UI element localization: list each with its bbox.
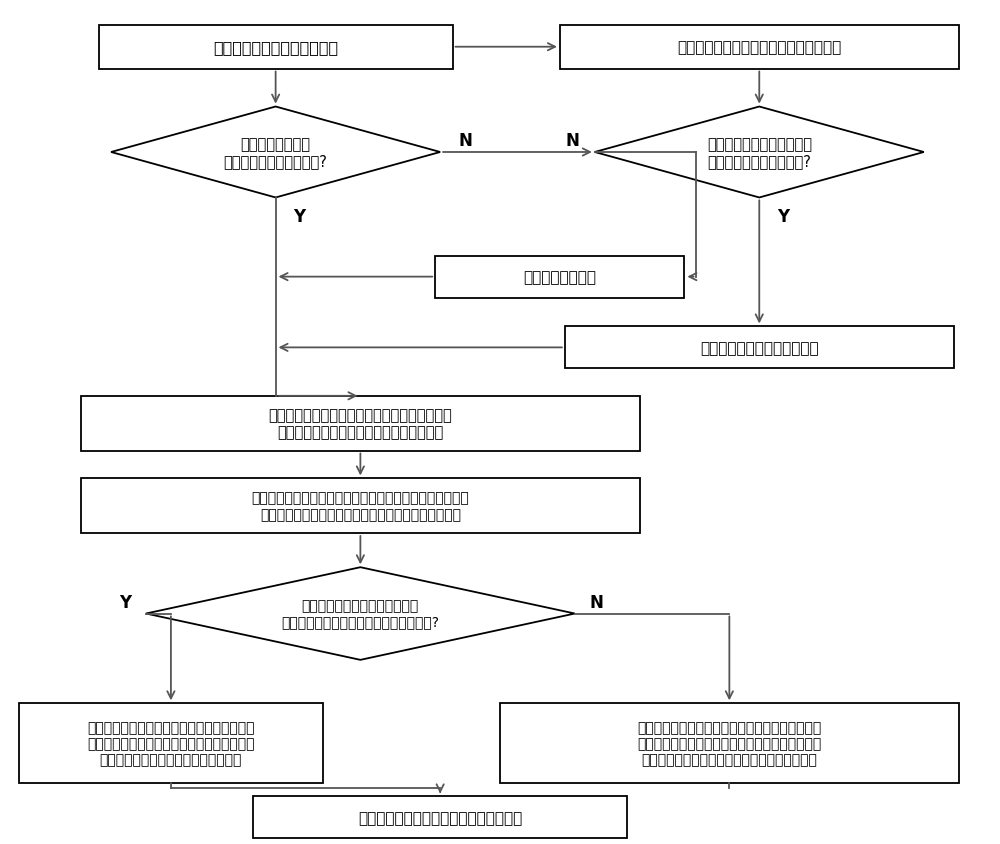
Polygon shape [146,567,575,660]
FancyBboxPatch shape [435,257,684,298]
Text: 计算达到安全电量阈值所需的预充电时长: 计算达到安全电量阈值所需的预充电时长 [677,41,841,55]
FancyBboxPatch shape [99,26,453,69]
Text: Y: Y [777,208,789,225]
Text: 更新当前剩余电量: 更新当前剩余电量 [523,270,596,284]
FancyBboxPatch shape [81,397,640,451]
Text: 获取车辆当前剩余电量信息，根据充电桩功率，
计算充电达到所述目标电量所需的充电时长: 获取车辆当前剩余电量信息，根据充电桩功率， 计算充电达到所述目标电量所需的充电时… [269,408,452,440]
Text: N: N [458,132,472,150]
FancyBboxPatch shape [19,703,323,783]
FancyBboxPatch shape [253,797,627,838]
Text: 从最低分段电价对应的一个或多个时间分段中
选择充电时间段方案，使选择的所述充电时间
段方案的时间总和等于所需的充电时长: 从最低分段电价对应的一个或多个时间分段中 选择充电时间段方案，使选择的所述充电时… [87,720,255,766]
Text: N: N [590,593,604,611]
FancyBboxPatch shape [560,26,959,69]
Polygon shape [111,107,440,198]
Text: 按照选择的充电时间段方案实施充电操作: 按照选择的充电时间段方案实施充电操作 [358,810,522,825]
Polygon shape [595,107,924,198]
FancyBboxPatch shape [81,479,640,533]
Text: 更新开始时间和当前剩余电量: 更新开始时间和当前剩余电量 [700,340,819,355]
Text: N: N [566,132,580,150]
Text: 当前剩余电量信息
高于预设的安全电量阈值?: 当前剩余电量信息 高于预设的安全电量阈值? [224,137,328,169]
Text: 充电达到安全电量阈值时间
超过用户设置的开始时间?: 充电达到安全电量阈值时间 超过用户设置的开始时间? [707,137,812,169]
FancyBboxPatch shape [500,703,959,783]
Text: Y: Y [119,593,131,611]
Text: 接收用户设置的充电需求信息: 接收用户设置的充电需求信息 [213,41,338,55]
FancyBboxPatch shape [565,327,954,369]
Text: 按照从较低分段电价到次低分段电价的顺序，在不
同的时间分段内选择充电时间段方案，直至选择的
充电时间段方案的时间总和等于所需的充电时长: 按照从较低分段电价到次低分段电价的顺序，在不 同的时间分段内选择充电时间段方案，… [637,720,821,766]
Text: 最低分段电价对应的一个或多个
时间分段的时间总和大于所需的充电时长?: 最低分段电价对应的一个或多个 时间分段的时间总和大于所需的充电时长? [281,598,439,629]
Text: Y: Y [294,208,306,225]
Text: 获取从开始时间到用车时间跨度内所在地的分段电价信息，
并按照分段电价信息由低到高排列得到对应的时间分段: 获取从开始时间到用车时间跨度内所在地的分段电价信息， 并按照分段电价信息由低到高… [252,491,469,522]
